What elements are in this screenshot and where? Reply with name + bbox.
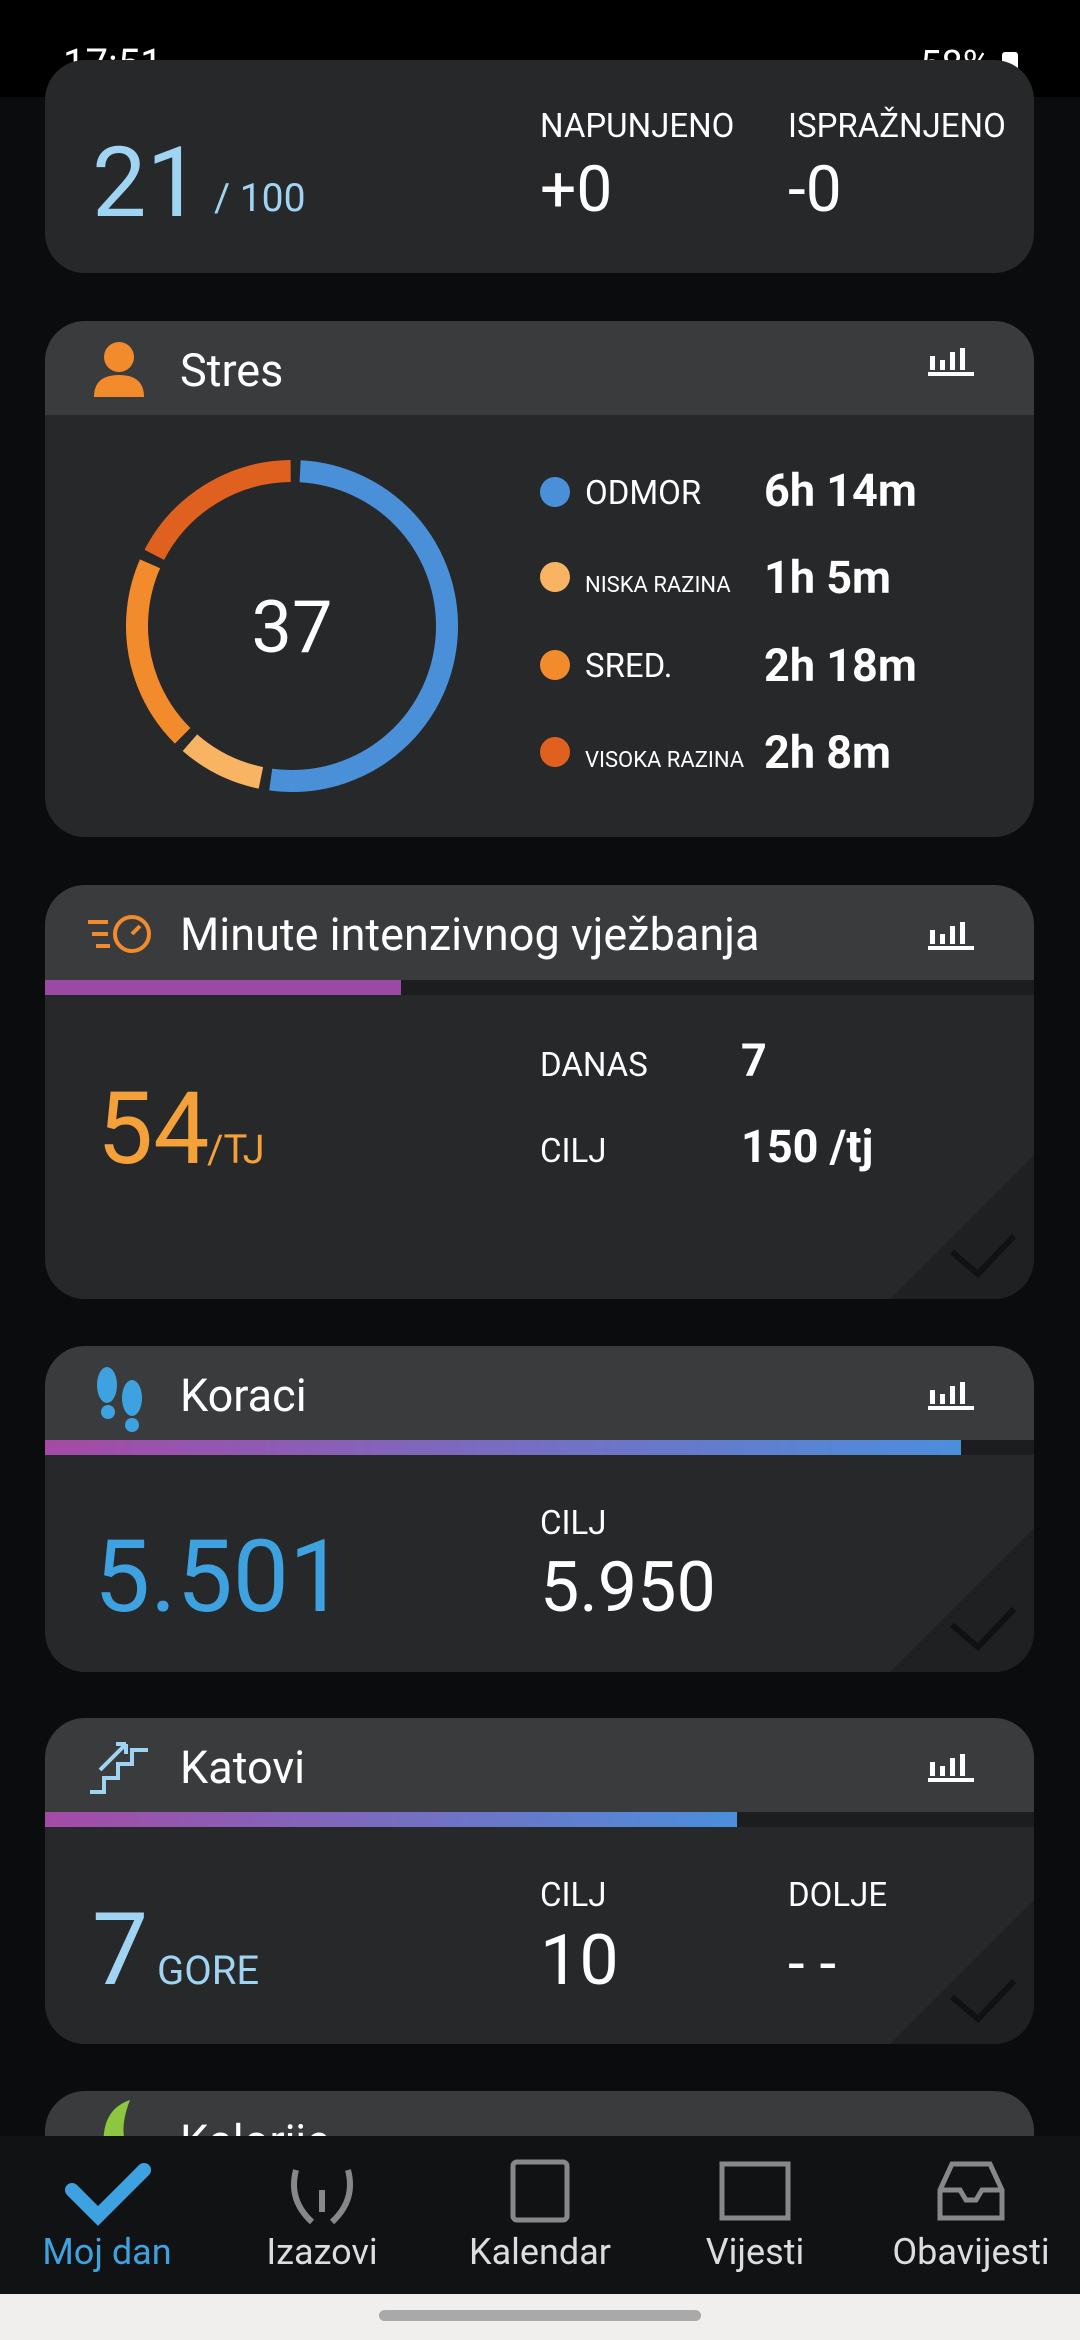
label: CILJ	[540, 1132, 606, 1171]
nav-label: Obavijesti	[892, 2231, 1049, 2273]
goal-corner	[890, 1155, 1034, 1299]
label: NAPUNJENO	[540, 107, 734, 146]
nav-icon	[510, 2159, 570, 2223]
legend-dot	[540, 737, 570, 767]
nav-label: Moj dan	[42, 2231, 171, 2273]
card-header	[45, 321, 1034, 415]
legend-label: VISOKA RAZINA	[585, 748, 745, 773]
home-indicator	[379, 2310, 701, 2321]
value: +0	[540, 152, 612, 227]
label: ISPRAŽNJENO	[788, 107, 1006, 146]
nav-label: Vijesti	[706, 2231, 805, 2273]
legend-label: ODMOR	[585, 474, 701, 513]
steps-icon	[97, 1367, 142, 1432]
label: DOLJE	[788, 1876, 887, 1915]
label: CILJ	[540, 1504, 606, 1543]
progress-bar	[45, 1812, 737, 1827]
timer-icon	[88, 915, 151, 953]
check-icon	[950, 1606, 1017, 1652]
value: 10	[540, 1920, 619, 2002]
nav-item[interactable]: Vijesti	[706, 2161, 805, 2273]
card-title: Koraci	[180, 1369, 307, 1422]
legend-value: 1h 5m	[764, 551, 891, 604]
progress-bar	[45, 980, 401, 995]
value: 5.950	[540, 1547, 716, 1629]
steps-value: 5.501	[94, 1519, 345, 1636]
nav-item[interactable]: Izazovi	[266, 2169, 378, 2273]
check-icon	[950, 1233, 1017, 1279]
card-title: Minute intenzivnog vježbanja	[180, 908, 759, 961]
floors-value: 7	[92, 1892, 148, 2009]
goal-corner	[890, 1528, 1034, 1672]
card-title: Katovi	[180, 1741, 305, 1794]
check-icon	[950, 1978, 1017, 2024]
card-header	[45, 1346, 1034, 1440]
chart-icon	[928, 922, 974, 950]
stairs-icon	[90, 1742, 148, 1794]
card-title: Stres	[180, 344, 283, 397]
nav-item[interactable]: Moj dan	[42, 2163, 172, 2273]
legend-dot	[540, 562, 570, 592]
nav-label: Izazovi	[266, 2231, 377, 2273]
goal-corner	[890, 1900, 1034, 2044]
nav-icon	[65, 2163, 151, 2226]
legend-value: 6h 14m	[764, 464, 917, 517]
label: CILJ	[540, 1876, 606, 1915]
stress-donut	[125, 460, 458, 792]
bb-max: / 100	[214, 175, 306, 221]
card-header	[45, 1718, 1034, 1812]
legend-value: 2h 8m	[764, 726, 891, 779]
stress-icon	[94, 342, 144, 397]
chart-icon	[928, 1754, 974, 1782]
chart-icon	[928, 348, 974, 376]
chart-icon	[928, 1382, 974, 1410]
nav-icon	[719, 2161, 791, 2221]
intensity-unit: /TJ	[207, 1126, 265, 1173]
legend-label: NISKA RAZINA	[585, 573, 731, 598]
legend-value: 2h 18m	[764, 639, 917, 692]
nav-label: Kalendar	[469, 2231, 611, 2273]
legend-dot	[540, 650, 570, 680]
bb-value: 21	[92, 126, 201, 240]
nav-icon	[937, 2161, 1005, 2221]
nav-item[interactable]: Obavijesti	[892, 2161, 1050, 2273]
progress-bar	[45, 1440, 961, 1455]
legend-label: SRED.	[585, 647, 672, 686]
stress-value: 37	[252, 585, 333, 670]
card	[45, 60, 1034, 273]
nav-icon	[291, 2169, 353, 2225]
legend-dot	[540, 477, 570, 507]
card-header	[45, 885, 1034, 980]
card	[45, 321, 1034, 837]
intensity-value: 54	[97, 1071, 209, 1188]
value: 7	[741, 1034, 767, 1087]
value: - -	[788, 1928, 836, 1999]
label: DANAS	[540, 1046, 648, 1085]
value: -0	[788, 152, 842, 227]
floors-unit: GORE	[157, 1947, 259, 1994]
value: 150 /tj	[741, 1120, 873, 1173]
nav-item[interactable]: Kalendar	[469, 2159, 611, 2273]
